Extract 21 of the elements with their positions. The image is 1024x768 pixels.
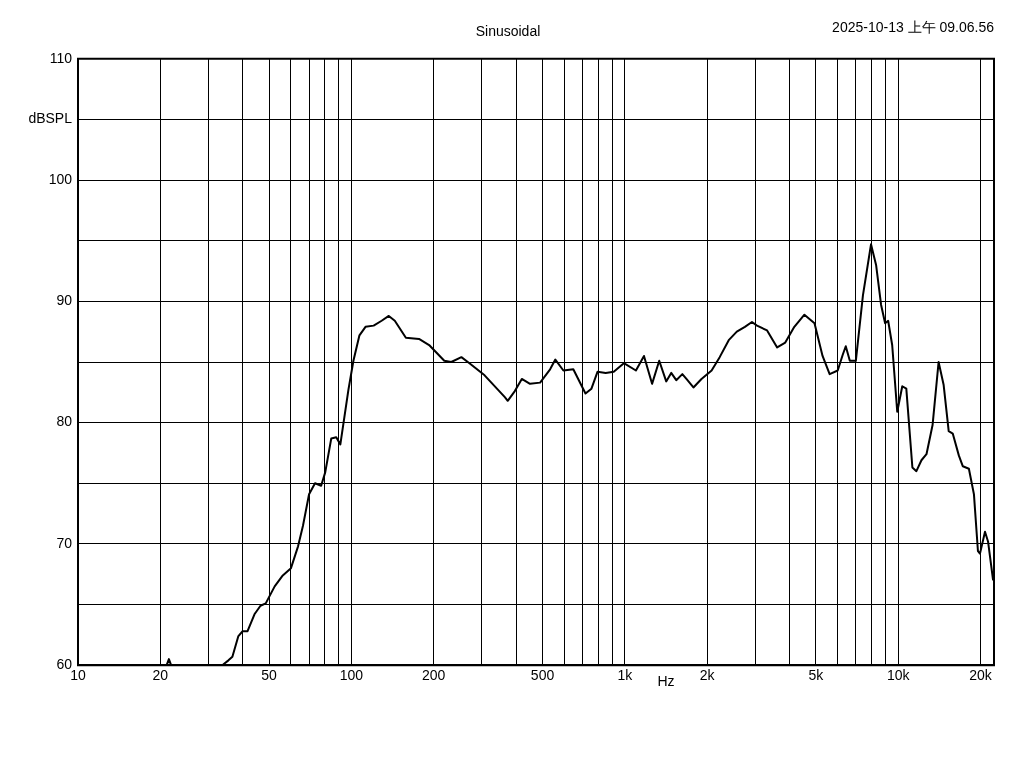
x-tick-label: 20k	[969, 667, 993, 684]
y-tick-label: 90	[56, 292, 73, 309]
chart-title: Sinusoidal	[475, 23, 541, 40]
y-tick-label: 80	[56, 413, 73, 430]
x-tick-label: 5k	[808, 667, 825, 684]
text: 2025-10-13 上午 09.06.56	[832, 18, 995, 35]
x-tick-label: 100	[339, 667, 364, 684]
x-tick-label: 200	[422, 667, 446, 684]
x-tick-label: 50	[261, 667, 278, 684]
y-tick-label: 70	[56, 534, 73, 551]
x-axis-title: Hz	[657, 673, 675, 690]
x-tick-label: 10k	[886, 667, 911, 684]
x-tick-label: 20	[152, 667, 169, 684]
x-tick-label: 10	[70, 667, 86, 684]
y-tick-label: 60	[56, 656, 73, 673]
x-tick-label: 500	[530, 667, 555, 684]
y-tick-label: 110	[49, 49, 73, 66]
x-tick-label: 1k	[617, 667, 634, 684]
x-tick-label: 2k	[699, 667, 716, 684]
y-axis-title: dBSPL	[28, 110, 73, 127]
y-tick-label: 100	[48, 170, 73, 187]
